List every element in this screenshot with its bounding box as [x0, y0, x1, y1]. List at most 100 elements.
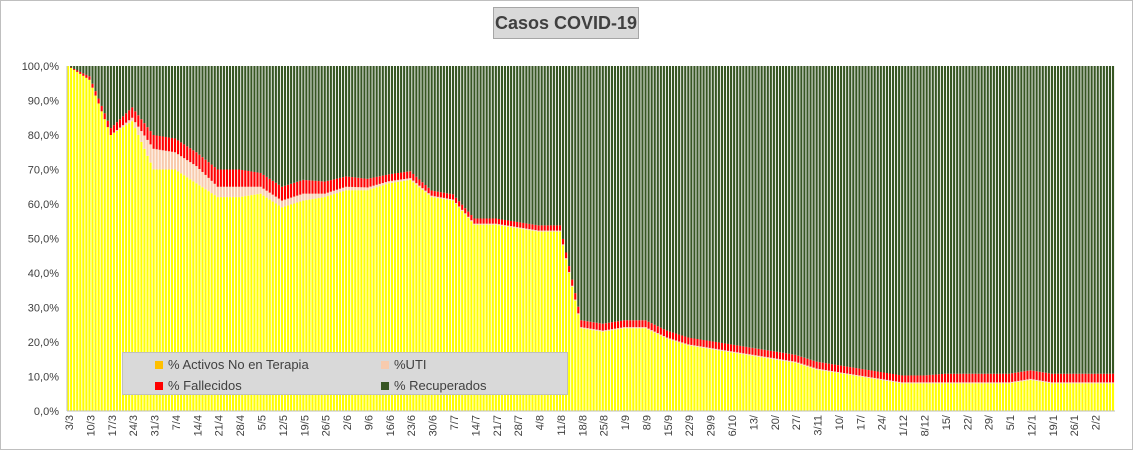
bar-activos	[143, 148, 146, 412]
bar-activos	[311, 199, 314, 411]
bar-recuperados	[506, 66, 510, 221]
bar-recuperados	[213, 66, 216, 168]
bar-uti	[806, 365, 809, 367]
bar-activos	[235, 197, 238, 411]
bar-recuperados	[855, 66, 858, 369]
bar-fallecidos	[296, 181, 299, 196]
bar-activos	[94, 95, 97, 411]
bar-activos	[781, 360, 785, 411]
bar-activos	[610, 330, 613, 411]
bar-fallecidos	[79, 71, 82, 74]
bar-uti	[207, 177, 210, 192]
bar-activos	[396, 181, 400, 411]
x-tick-label: 14/4	[192, 415, 204, 436]
bar-uti	[491, 223, 494, 225]
bar-fallecidos	[103, 113, 106, 120]
bar-activos	[919, 383, 922, 411]
bar-uti	[308, 193, 311, 200]
bar-fallecidos	[794, 354, 797, 362]
bar-activos	[702, 347, 705, 411]
bar-fallecidos	[895, 374, 898, 382]
bar-uti	[134, 122, 137, 129]
bar-recuperados	[479, 66, 482, 219]
bar-recuperados	[366, 66, 369, 179]
bar-fallecidos	[598, 323, 601, 331]
bar-uti	[827, 370, 830, 372]
bar-activos	[989, 383, 992, 411]
bar-fallecidos	[283, 185, 287, 200]
bar-activos	[216, 197, 219, 411]
y-tick-label: 20,0%	[28, 337, 59, 349]
bar-uti	[244, 186, 247, 197]
bar-recuperados	[818, 66, 821, 363]
bar-recuperados	[262, 66, 265, 175]
axes-group: 0,0% 10,0% 20,0% 30,0% 40,0% 50,0% 60,0% 70,0% 8…	[22, 61, 1115, 436]
bar-uti	[891, 380, 895, 382]
legend-label-activos: % Activos No en Terapia	[168, 357, 309, 372]
bar-recuperados	[974, 66, 977, 374]
bar-uti	[745, 353, 748, 355]
bar-recuperados	[571, 66, 574, 280]
bar-fallecidos	[846, 366, 849, 374]
bar-uti	[1017, 380, 1020, 382]
bar-activos	[244, 196, 247, 411]
bar-fallecidos	[244, 170, 247, 187]
bar-uti	[1063, 382, 1066, 384]
bar-fallecidos	[678, 334, 681, 342]
bar-recuperados	[580, 66, 583, 321]
bar-fallecidos	[323, 181, 326, 194]
bar-activos	[968, 383, 971, 411]
x-tick-label: 26/1	[1069, 415, 1081, 436]
chart-title: Casos COVID-19	[493, 7, 639, 39]
bar-recuperados	[781, 66, 785, 353]
x-tick-label: 6/10	[727, 415, 739, 436]
bar-activos	[473, 224, 476, 411]
bar-activos	[824, 371, 827, 411]
bar-recuperados	[678, 66, 681, 335]
bar-activos	[360, 190, 363, 411]
bar-activos	[983, 383, 986, 411]
bar-uti	[424, 190, 427, 193]
bar-uti	[830, 371, 833, 373]
bar-uti	[1026, 379, 1029, 381]
bar-fallecidos	[204, 159, 207, 175]
bar-uti	[247, 186, 250, 196]
bar-fallecidos	[436, 191, 439, 197]
bar-activos	[980, 383, 983, 411]
bar-activos	[772, 359, 775, 411]
bar-recuperados	[858, 66, 861, 369]
bar-uti	[149, 144, 152, 163]
bar-activos	[540, 231, 543, 411]
bar-activos	[641, 328, 644, 411]
bar-uti	[1047, 381, 1050, 383]
bar-recuperados	[1023, 66, 1026, 372]
bar-uti	[396, 179, 400, 182]
bar-recuperados	[283, 66, 287, 186]
bar-recuperados	[1053, 66, 1057, 374]
bar-fallecidos	[650, 323, 653, 331]
bar-uti	[873, 377, 876, 379]
bar-uti	[613, 328, 617, 330]
bar-fallecidos	[1020, 371, 1023, 381]
bar-fallecidos	[73, 68, 76, 70]
bar-activos	[210, 193, 213, 411]
bar-activos	[577, 314, 580, 411]
bar-fallecidos	[610, 322, 613, 330]
bar-uti	[962, 382, 965, 384]
bar-recuperados	[662, 66, 665, 330]
bar-recuperados	[754, 66, 757, 349]
bar-fallecidos	[305, 180, 308, 194]
bar-recuperados	[341, 66, 345, 178]
bar-fallecidos	[925, 375, 928, 383]
bar-fallecidos	[1102, 373, 1105, 383]
bar-recuperados	[137, 66, 140, 116]
bar-uti	[204, 174, 207, 190]
bar-recuperados	[311, 66, 314, 181]
bar-uti	[626, 327, 629, 329]
bar-activos	[461, 210, 464, 411]
bar-uti	[1035, 379, 1038, 381]
bar-fallecidos	[1038, 371, 1041, 381]
bar-recuperados	[299, 66, 302, 181]
bar-uti	[616, 328, 620, 330]
bar-activos	[827, 371, 830, 411]
